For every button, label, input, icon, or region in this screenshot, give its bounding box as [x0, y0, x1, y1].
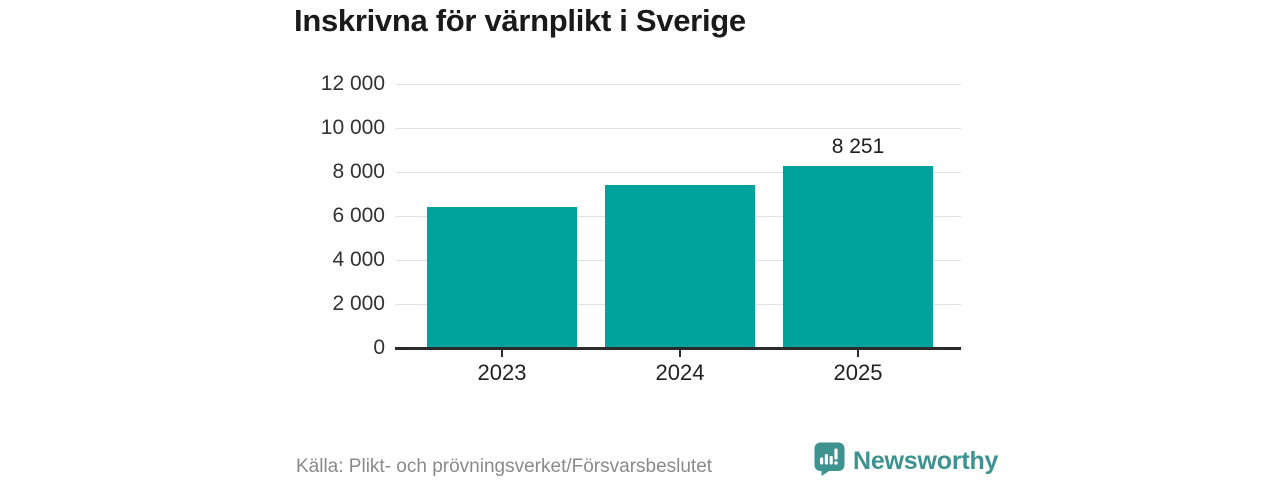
x-tick-label: 2025	[833, 360, 883, 385]
x-axis-tick	[857, 349, 859, 357]
y-tick-label: 4 000	[332, 248, 385, 271]
gridline	[395, 172, 961, 173]
x-axis-tick	[501, 349, 503, 357]
y-tick-label: 2 000	[332, 292, 385, 315]
bar-value-label: 8 251	[831, 135, 885, 159]
y-tick-label: 10 000	[320, 116, 385, 139]
x-axis-line	[395, 347, 961, 350]
chart-title: Inskrivna för värnplikt i Sverige	[294, 3, 746, 38]
x-tick-label: 2024	[655, 360, 705, 385]
gridline	[395, 128, 961, 129]
source-attribution: Källa: Plikt- och prövningsverket/Försva…	[296, 456, 713, 477]
y-tick-label: 0	[373, 336, 385, 359]
bar-2025: 8 251	[783, 135, 933, 348]
bar-series: 8 251	[395, 84, 961, 348]
newsworthy-branding: Newsworthy	[814, 442, 998, 480]
y-tick-label: 12 000	[320, 72, 385, 95]
bar-2024	[605, 185, 755, 348]
y-axis-labels: 0 2 000 4 000 6 000 8 000 10 000 12 000	[270, 72, 385, 359]
bar	[605, 185, 755, 348]
y-tick-label: 8 000	[332, 160, 385, 183]
x-axis-tick	[679, 349, 681, 357]
brand-name: Newsworthy	[853, 447, 999, 475]
bar-2023	[427, 207, 577, 348]
y-tick-label: 6 000	[332, 204, 385, 227]
x-tick-label: 2023	[477, 360, 527, 385]
bar	[427, 207, 577, 348]
chart-plot-area: 8 251 2023 2024 2025	[395, 84, 961, 385]
newsworthy-chart-bubble-icon	[814, 442, 845, 480]
gridline	[395, 84, 961, 85]
bar	[783, 166, 933, 348]
